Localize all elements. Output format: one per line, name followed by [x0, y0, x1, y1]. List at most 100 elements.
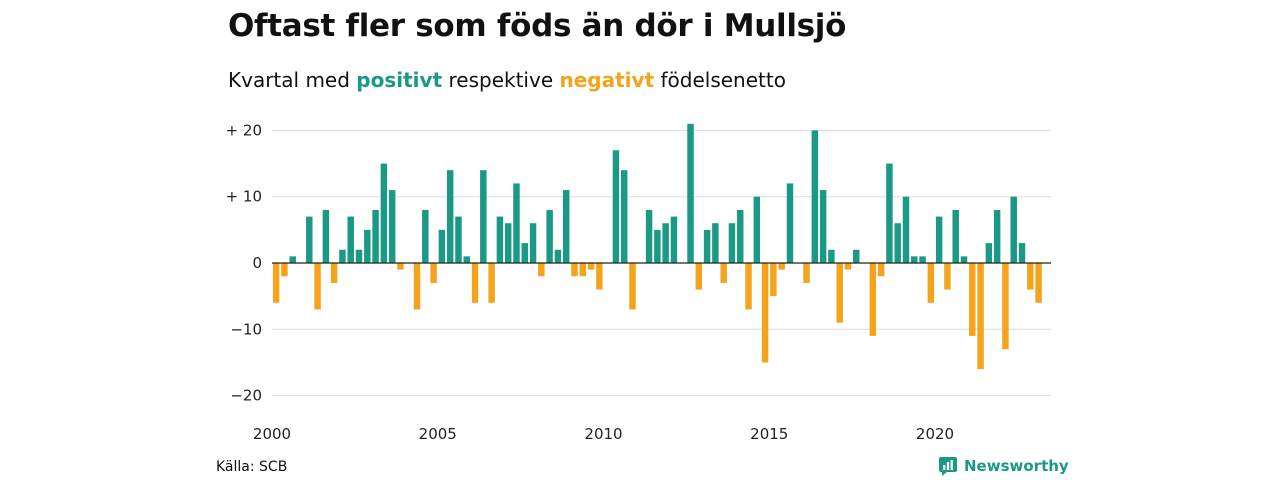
bar-positive	[654, 229, 661, 263]
bar-positive	[712, 223, 719, 263]
y-tick-labels: + 20 + 10 0 −10 −20	[226, 121, 262, 404]
bar-positive	[993, 209, 1001, 263]
y-tick-label: −20	[230, 387, 262, 405]
bar-positive	[562, 190, 570, 263]
bar-positive	[728, 223, 736, 263]
bar-positive	[811, 130, 819, 263]
x-tick-labels: 2000 2005 2010 2015 2020	[253, 425, 954, 443]
subtitle-prefix: Kvartal med	[228, 68, 350, 92]
bar-negative	[488, 263, 495, 303]
bar-positive	[521, 243, 528, 263]
subtitle-negative-word: negativt	[559, 68, 655, 92]
bar-positive	[496, 216, 504, 263]
bar-positive	[1010, 196, 1017, 263]
subtitle-positive-word: positivt	[356, 68, 443, 92]
y-tick-label: 0	[252, 254, 262, 272]
bar-positive	[935, 216, 943, 263]
bar-negative	[629, 263, 636, 310]
bar-negative	[538, 263, 545, 277]
bar-positive	[380, 163, 388, 263]
bar-positive	[670, 216, 678, 263]
bar-positive	[753, 196, 761, 263]
bar-positive	[828, 249, 835, 263]
bar-negative	[977, 263, 984, 370]
bar-positive	[952, 209, 959, 263]
bar-positive	[662, 223, 669, 263]
bars	[272, 123, 1042, 370]
bar-positive	[886, 163, 893, 263]
bar-negative	[836, 263, 843, 323]
bar-negative	[778, 263, 785, 270]
newsworthy-logo-icon	[939, 457, 957, 476]
bar-positive	[372, 209, 379, 263]
bar-negative	[927, 263, 935, 303]
bar-positive	[438, 229, 446, 263]
bar-negative	[471, 263, 479, 303]
bar-positive	[1018, 243, 1026, 263]
brand-logo[interactable]: Newsworthy	[938, 456, 1069, 476]
bar-negative	[969, 263, 976, 336]
bar-positive	[853, 249, 860, 263]
bar-negative	[272, 263, 280, 303]
x-tick-label: 2020	[916, 425, 954, 443]
bar-negative	[330, 263, 338, 283]
bar-negative	[1035, 263, 1042, 303]
bar-positive	[737, 209, 744, 263]
bar-positive	[388, 190, 396, 263]
bar-negative	[803, 263, 810, 283]
bar-negative	[1002, 263, 1009, 350]
bar-positive	[554, 249, 562, 263]
bar-negative	[877, 263, 885, 277]
bar-negative	[596, 263, 603, 290]
bar-positive	[546, 209, 553, 263]
bar-negative	[413, 263, 421, 310]
bar-positive	[703, 229, 711, 263]
bar-positive	[645, 209, 653, 263]
bar-positive	[620, 170, 628, 263]
bar-positive	[455, 216, 462, 263]
bar-positive	[306, 216, 313, 263]
bar-positive	[480, 170, 487, 263]
bar-negative	[430, 263, 437, 283]
bar-positive	[355, 249, 363, 263]
x-tick-label: 2005	[419, 425, 457, 443]
source-note: Källa: SCB	[216, 459, 288, 475]
bar-negative	[720, 263, 727, 283]
x-tick-label: 2015	[750, 425, 788, 443]
bar-negative	[1027, 263, 1034, 290]
bar-positive	[364, 229, 371, 263]
bar-positive	[911, 256, 918, 263]
brand-name: Newsworthy	[964, 457, 1069, 475]
bar-positive	[960, 256, 968, 263]
bar-positive	[919, 256, 926, 263]
bar-positive	[786, 183, 794, 263]
bar-negative	[844, 263, 852, 270]
chart-subtitle: Kvartal med positivt respektive negativt…	[228, 68, 786, 92]
bar-positive	[322, 209, 330, 263]
bar-negative	[770, 263, 777, 297]
bar-negative	[281, 263, 288, 277]
bar-positive	[687, 123, 694, 264]
subtitle-middle: respektive	[448, 68, 554, 92]
bar-positive	[985, 243, 993, 263]
bar-positive	[289, 256, 296, 263]
bar-negative	[587, 263, 595, 270]
subtitle-suffix: födelsenetto	[660, 68, 786, 92]
chart-title: Oftast fler som föds än dör i Mullsjö	[228, 8, 847, 44]
bar-negative	[579, 263, 587, 277]
bar-positive	[347, 216, 354, 263]
bar-positive	[513, 183, 520, 263]
x-tick-label: 2000	[253, 425, 291, 443]
bar-negative	[745, 263, 752, 310]
bar-positive	[504, 223, 512, 263]
bar-negative	[944, 263, 951, 290]
bar-negative	[695, 263, 703, 290]
y-tick-label: + 20	[226, 121, 262, 139]
bar-negative	[869, 263, 877, 336]
x-tick-label: 2010	[584, 425, 622, 443]
bar-negative	[397, 263, 404, 270]
bar-positive	[529, 223, 537, 263]
bar-positive	[819, 190, 827, 263]
bar-positive	[902, 196, 910, 263]
